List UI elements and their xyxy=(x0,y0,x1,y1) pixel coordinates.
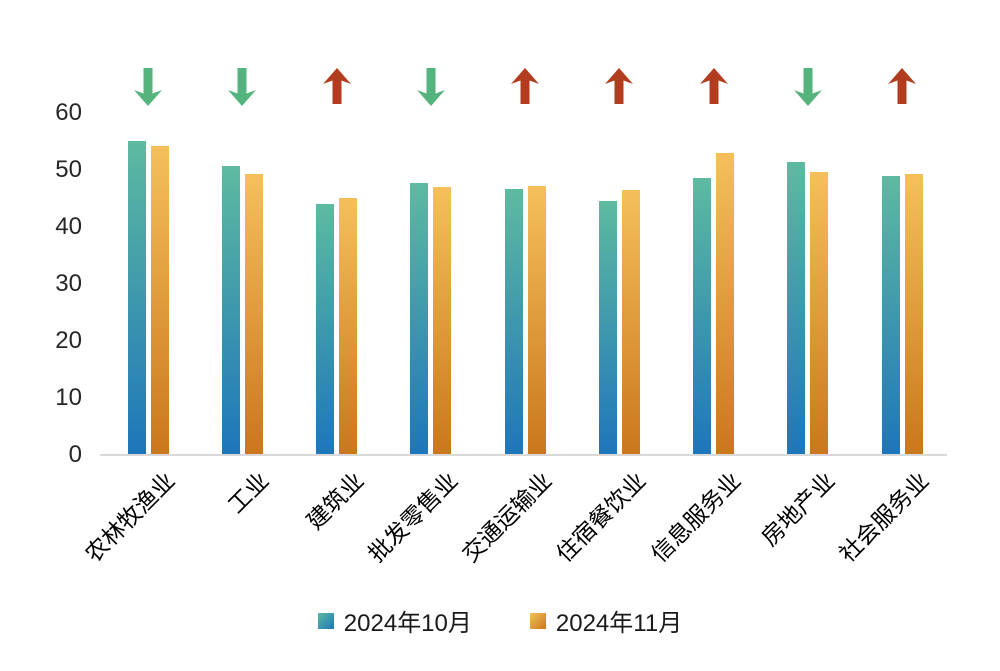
y-axis-tick-label: 50 xyxy=(55,156,82,183)
bar-series-2 xyxy=(904,173,923,454)
bar-series-1 xyxy=(787,162,806,454)
x-axis-label: 住宿餐饮业 xyxy=(551,467,651,567)
x-axis-label: 社会服务业 xyxy=(833,467,934,567)
bar-series-1 xyxy=(221,166,240,454)
x-axis-label: 批发零售业 xyxy=(362,467,463,567)
legend: 2024年10月 2024年11月 xyxy=(0,603,1000,638)
bar-series-1 xyxy=(881,176,900,454)
legend-swatch-nov xyxy=(529,612,546,629)
trend-up-arrow-icon xyxy=(605,68,634,104)
bar-series-1 xyxy=(316,204,334,454)
legend-label-oct: 2024年10月 xyxy=(343,610,472,637)
y-axis-tick-label: 60 xyxy=(55,99,82,126)
bar-series-2 xyxy=(716,153,734,454)
x-axis-label: 建筑业 xyxy=(301,467,369,535)
x-axis-label: 农林牧渔业 xyxy=(79,467,180,567)
x-axis-label: 房地产业 xyxy=(755,467,840,551)
y-axis-tick-label: 40 xyxy=(55,213,82,240)
bar-series-2 xyxy=(244,173,263,454)
trend-up-arrow-icon xyxy=(699,68,728,104)
legend-label-nov: 2024年11月 xyxy=(555,610,683,637)
bar-series-1 xyxy=(693,178,711,454)
bar-series-2 xyxy=(339,197,357,454)
bar-series-1 xyxy=(410,182,429,454)
trend-down-arrow-icon xyxy=(134,68,162,106)
bar-series-2 xyxy=(433,186,452,454)
trend-down-arrow-icon xyxy=(228,68,257,106)
bar-series-1 xyxy=(504,188,523,454)
trend-down-arrow-icon xyxy=(416,68,445,106)
bar-series-2 xyxy=(621,189,640,454)
x-axis-label: 信息服务业 xyxy=(645,467,746,567)
bar-series-2 xyxy=(810,172,829,454)
y-axis-tick-label: 20 xyxy=(55,327,82,354)
trend-up-arrow-icon xyxy=(322,68,351,104)
y-axis-tick-label: 10 xyxy=(55,384,82,411)
legend-item-nov: 2024年11月 xyxy=(529,603,683,638)
bar-series-1 xyxy=(127,141,146,454)
legend-swatch-oct xyxy=(317,612,334,629)
x-axis-line xyxy=(100,454,947,456)
trend-up-arrow-icon xyxy=(511,68,539,104)
x-axis-label: 工业 xyxy=(223,467,274,519)
bar-series-2 xyxy=(527,185,546,454)
y-axis-tick-label: 0 xyxy=(68,441,82,468)
y-axis-tick-label: 30 xyxy=(55,270,82,297)
trend-down-arrow-icon xyxy=(793,68,822,106)
trend-up-arrow-icon xyxy=(888,68,916,104)
legend-item-oct: 2024年10月 xyxy=(317,603,472,638)
bar-series-2 xyxy=(150,145,169,454)
x-axis-label: 交通运输业 xyxy=(456,467,557,567)
bar-series-1 xyxy=(598,201,617,454)
